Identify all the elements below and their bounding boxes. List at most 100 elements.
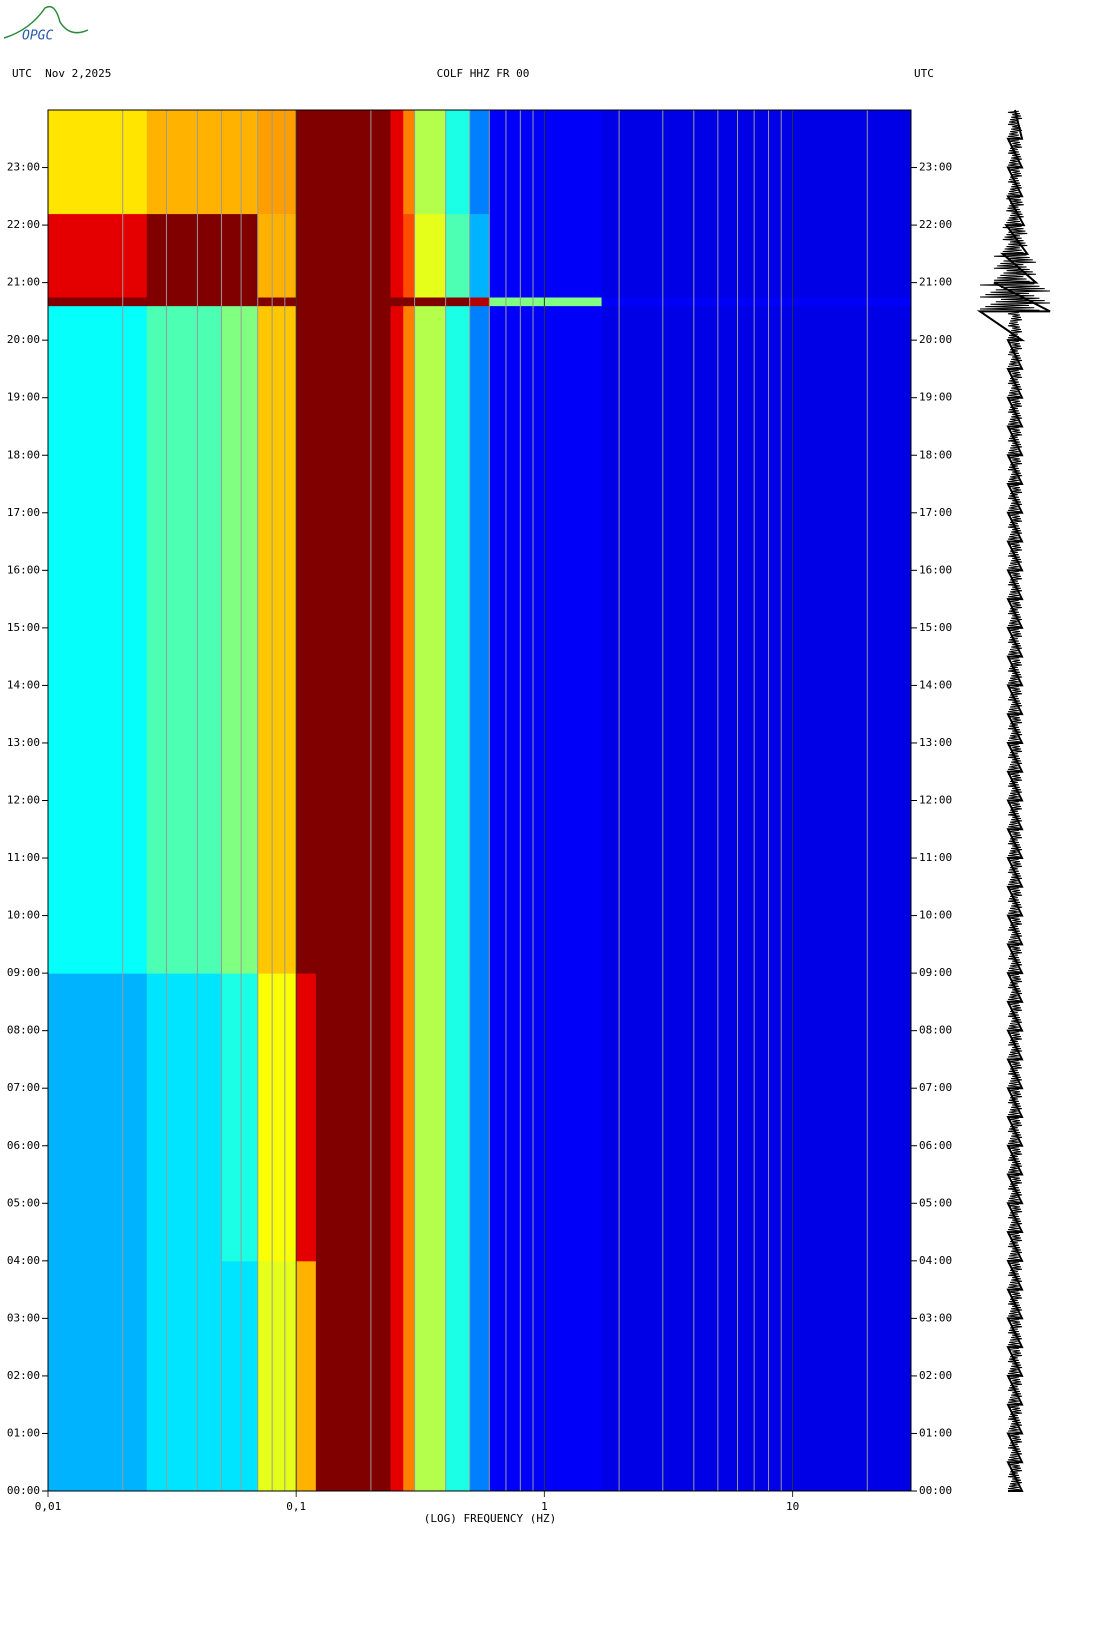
y-tick-label: 11:00 bbox=[7, 851, 40, 864]
x-tick-label: 10 bbox=[786, 1500, 799, 1513]
y-tick-label: 18:00 bbox=[7, 448, 40, 461]
cell bbox=[390, 1260, 404, 1492]
cell bbox=[445, 1260, 471, 1492]
cell bbox=[601, 973, 912, 1262]
cell bbox=[469, 297, 490, 307]
x-tick-label: 1 bbox=[541, 1500, 548, 1513]
trace-segment bbox=[1007, 973, 1023, 1003]
y-tick-label-right: 19:00 bbox=[919, 391, 952, 404]
cell bbox=[489, 297, 603, 307]
trace-segment bbox=[993, 254, 1037, 284]
cell bbox=[48, 297, 148, 307]
y-tick-label-right: 04:00 bbox=[919, 1254, 952, 1267]
y-tick-label-right: 22:00 bbox=[919, 218, 952, 231]
cell bbox=[489, 110, 603, 215]
cell bbox=[146, 305, 222, 974]
y-tick-label-right: 05:00 bbox=[919, 1196, 952, 1209]
trace-segment bbox=[1007, 1002, 1023, 1032]
cell bbox=[315, 1260, 392, 1492]
cell bbox=[489, 1260, 603, 1492]
cell bbox=[414, 110, 447, 215]
y-tick-label-right: 07:00 bbox=[919, 1081, 952, 1094]
cell bbox=[390, 297, 404, 307]
cell bbox=[414, 1260, 447, 1492]
y-tick-label: 04:00 bbox=[7, 1254, 40, 1267]
trace-segment bbox=[1007, 571, 1023, 600]
cell bbox=[146, 297, 222, 307]
y-tick-label: 00:00 bbox=[7, 1484, 40, 1497]
cell bbox=[48, 1260, 148, 1492]
y-tick-label: 07:00 bbox=[7, 1081, 40, 1094]
trace-segment bbox=[1007, 916, 1023, 945]
trace-segment bbox=[1007, 168, 1023, 197]
cell bbox=[48, 305, 148, 974]
trace-segment bbox=[1006, 197, 1024, 226]
trace-segment bbox=[1007, 628, 1023, 658]
y-tick-label: 14:00 bbox=[7, 678, 40, 691]
title-left: UTC Nov 2,2025 bbox=[12, 67, 111, 80]
y-tick-label-right: 11:00 bbox=[919, 851, 952, 864]
cell bbox=[146, 110, 222, 215]
cell bbox=[296, 1260, 317, 1492]
cell bbox=[257, 110, 297, 215]
cell bbox=[601, 110, 912, 215]
seismogram bbox=[976, 109, 1051, 1492]
cell bbox=[601, 213, 912, 298]
cell bbox=[221, 305, 259, 974]
trace-segment bbox=[1007, 1088, 1023, 1118]
x-tick-label: 0,01 bbox=[35, 1500, 62, 1513]
cell bbox=[390, 973, 404, 1262]
trace-segment bbox=[1007, 801, 1023, 830]
cell bbox=[221, 213, 259, 298]
cell bbox=[315, 110, 392, 215]
y-tick-label: 03:00 bbox=[7, 1311, 40, 1324]
y-tick-label: 10:00 bbox=[7, 909, 40, 922]
cell bbox=[469, 973, 490, 1262]
cell bbox=[445, 110, 471, 215]
y-tick-label-right: 14:00 bbox=[919, 678, 952, 691]
trace-segment bbox=[1007, 484, 1023, 514]
trace-segment bbox=[1007, 657, 1023, 686]
y-tick-label: 17:00 bbox=[7, 506, 40, 519]
cell bbox=[390, 110, 404, 215]
cell bbox=[221, 973, 259, 1262]
trace-segment bbox=[1007, 427, 1023, 456]
cell bbox=[403, 297, 416, 307]
trace-segment bbox=[1007, 599, 1023, 629]
y-tick-label: 12:00 bbox=[7, 794, 40, 807]
x-axis-label: (LOG) FREQUENCY (HZ) bbox=[424, 1512, 556, 1525]
y-tick-label: 19:00 bbox=[7, 391, 40, 404]
y-tick-label-right: 23:00 bbox=[919, 161, 952, 174]
trace-segment bbox=[1007, 1434, 1023, 1463]
y-tick-label: 22:00 bbox=[7, 218, 40, 231]
y-tick-label: 06:00 bbox=[7, 1139, 40, 1152]
cell bbox=[221, 1260, 259, 1492]
cell bbox=[315, 973, 392, 1262]
y-tick-label-right: 01:00 bbox=[919, 1426, 952, 1439]
cell bbox=[296, 297, 317, 307]
y-tick-label-right: 00:00 bbox=[919, 1484, 952, 1497]
trace-segment bbox=[1007, 1261, 1023, 1291]
trace-segment bbox=[1007, 369, 1023, 399]
cell bbox=[257, 213, 297, 298]
y-tick-label-right: 08:00 bbox=[919, 1024, 952, 1037]
cell bbox=[601, 297, 912, 307]
cell bbox=[315, 305, 392, 974]
trace-segment bbox=[1002, 225, 1028, 255]
logo-mark bbox=[3, 5, 89, 39]
trace-segment bbox=[1007, 1462, 1023, 1492]
cell bbox=[146, 213, 222, 298]
trace-segment bbox=[1007, 1290, 1023, 1319]
cell bbox=[315, 297, 392, 307]
cell bbox=[296, 305, 317, 974]
trace-segment bbox=[1007, 1031, 1023, 1060]
y-tick-label: 23:00 bbox=[7, 161, 40, 174]
y-tick-label: 08:00 bbox=[7, 1024, 40, 1037]
trace-segment bbox=[1007, 542, 1023, 571]
cell bbox=[48, 110, 148, 215]
y-tick-label: 05:00 bbox=[7, 1196, 40, 1209]
cell bbox=[146, 1260, 222, 1492]
cell bbox=[257, 973, 297, 1262]
y-tick-label-right: 03:00 bbox=[919, 1311, 952, 1324]
